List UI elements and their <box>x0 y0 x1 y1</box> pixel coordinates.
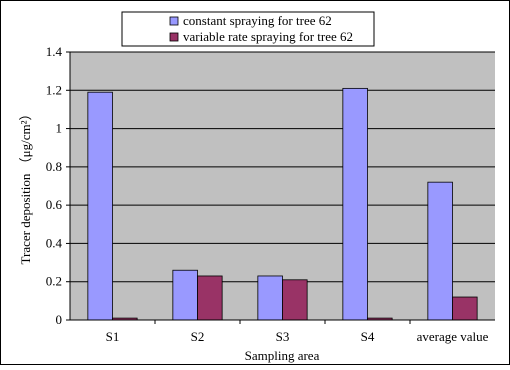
bar-variable <box>282 279 308 321</box>
y-tick-label: 0.4 <box>46 235 63 250</box>
y-ticks: 0 0.2 0.4 0.6 0.8 1 1.2 1.4 <box>46 44 70 327</box>
bar-constant <box>172 269 198 321</box>
bars <box>87 87 478 321</box>
y-tick-label: 1.2 <box>46 82 62 97</box>
legend: constant spraying for tree 62 variable r… <box>121 11 375 47</box>
x-tick-label: S2 <box>191 329 205 344</box>
bar-constant <box>342 87 368 321</box>
axes <box>69 52 495 321</box>
y-tick-label: 1.4 <box>46 44 63 59</box>
legend-label-constant: constant spraying for tree 62 <box>183 13 332 28</box>
x-tick-label: S4 <box>361 329 375 344</box>
legend-swatch-constant <box>169 16 179 26</box>
bar-constant <box>427 181 453 321</box>
y-tick-label: 1 <box>56 121 63 136</box>
gridlines <box>70 51 495 283</box>
x-tick-label: S3 <box>276 329 290 344</box>
bar-variable <box>197 275 223 321</box>
legend-box <box>121 11 375 47</box>
bar-variable <box>452 296 478 321</box>
y-tick-label: 0.2 <box>46 274 62 289</box>
legend-swatch-variable <box>169 32 179 42</box>
y-tick-label: 0.8 <box>46 159 62 174</box>
legend-label-variable: variable rate spraying for tree 62 <box>183 29 353 44</box>
x-axis-title: Sampling area <box>245 348 320 363</box>
y-tick-label: 0.6 <box>46 197 63 212</box>
y-tick-label: 0 <box>56 312 63 327</box>
bar-constant <box>257 275 283 321</box>
x-tick-label: S1 <box>106 329 120 344</box>
plot-area <box>70 52 495 320</box>
bar-constant <box>87 91 113 321</box>
x-tick-label: average value <box>417 329 489 344</box>
y-axis-title: Tracer deposition （μg/cm²） <box>18 108 33 265</box>
x-ticks: S1 S2 S3 S4 average value <box>106 320 489 344</box>
